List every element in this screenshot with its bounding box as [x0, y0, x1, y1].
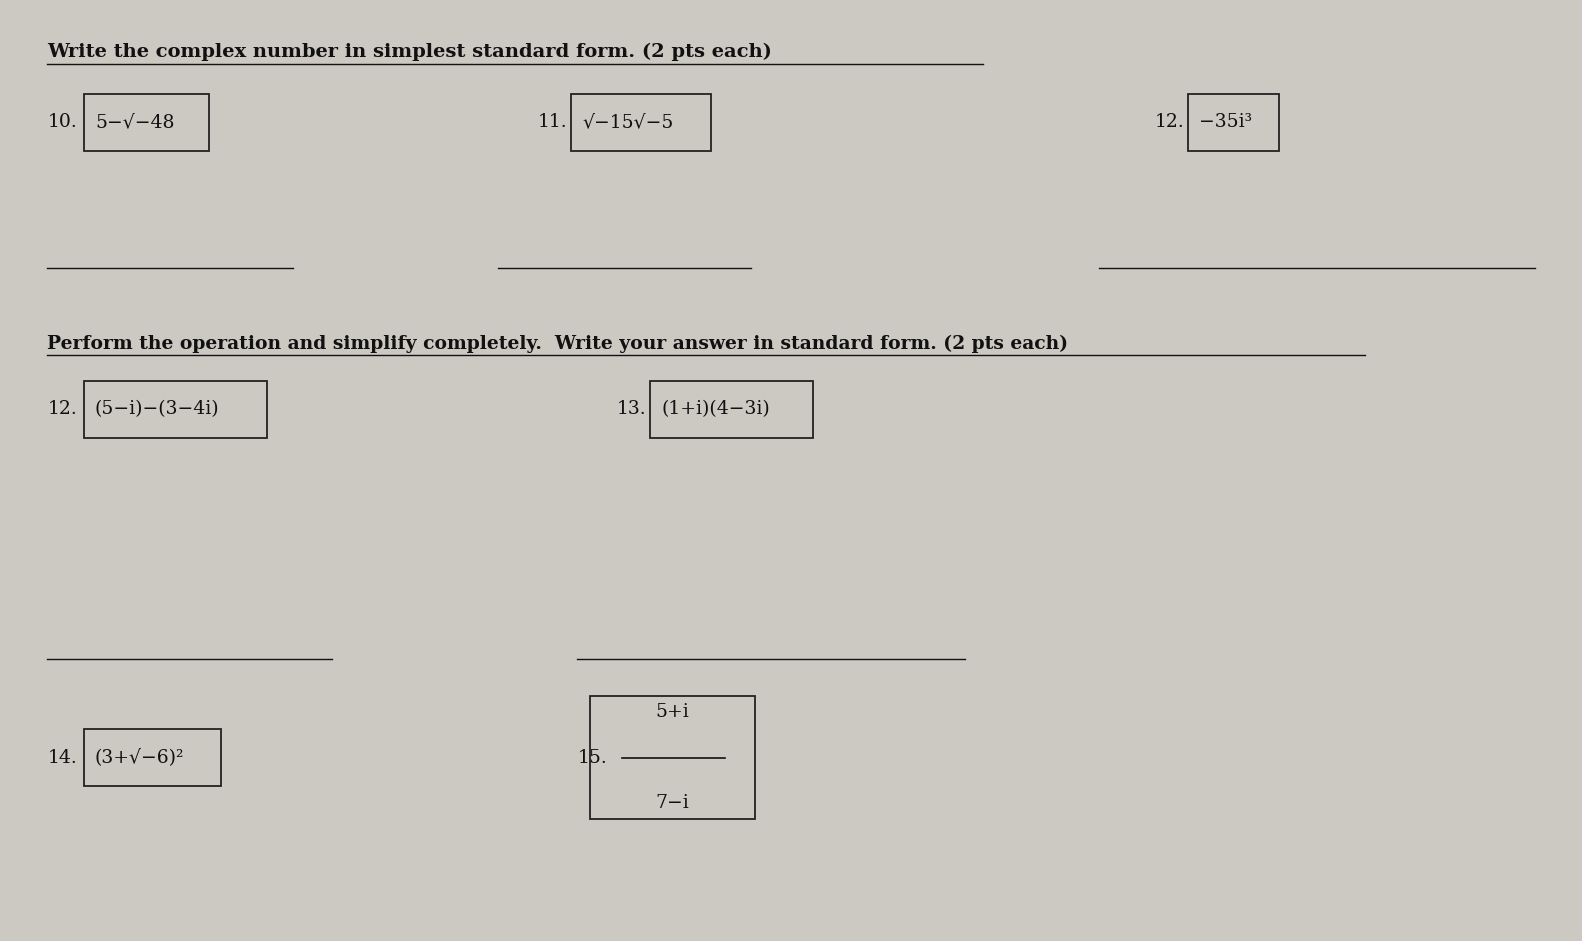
Text: 12.: 12.	[47, 400, 78, 419]
Text: 5+i: 5+i	[655, 703, 690, 722]
Text: −35i³: −35i³	[1199, 113, 1253, 132]
Text: 15.: 15.	[577, 748, 607, 767]
Text: 14.: 14.	[47, 748, 78, 767]
Text: 13.: 13.	[617, 400, 647, 419]
Text: Perform the operation and simplify completely.  Write your answer in standard fo: Perform the operation and simplify compl…	[47, 334, 1068, 353]
Text: √−15√−5: √−15√−5	[582, 113, 674, 132]
Text: 11.: 11.	[538, 113, 568, 132]
Text: (3+√−6)²: (3+√−6)²	[95, 748, 184, 767]
Text: (5−i)−(3−4i): (5−i)−(3−4i)	[95, 400, 220, 419]
Text: 7−i: 7−i	[655, 793, 690, 812]
Text: Write the complex number in simplest standard form. (2 pts each): Write the complex number in simplest sta…	[47, 42, 772, 61]
Text: Perform the operation and simplify completely.  Write your answer in standard fo: Perform the operation and simplify compl…	[47, 334, 1068, 353]
Text: Write the complex number in simplest standard form. (2 pts each): Write the complex number in simplest sta…	[47, 42, 772, 61]
Text: 10.: 10.	[47, 113, 78, 132]
Text: 5−√−48: 5−√−48	[95, 113, 174, 132]
Text: 12.: 12.	[1155, 113, 1185, 132]
Text: (1+i)(4−3i): (1+i)(4−3i)	[661, 400, 770, 419]
